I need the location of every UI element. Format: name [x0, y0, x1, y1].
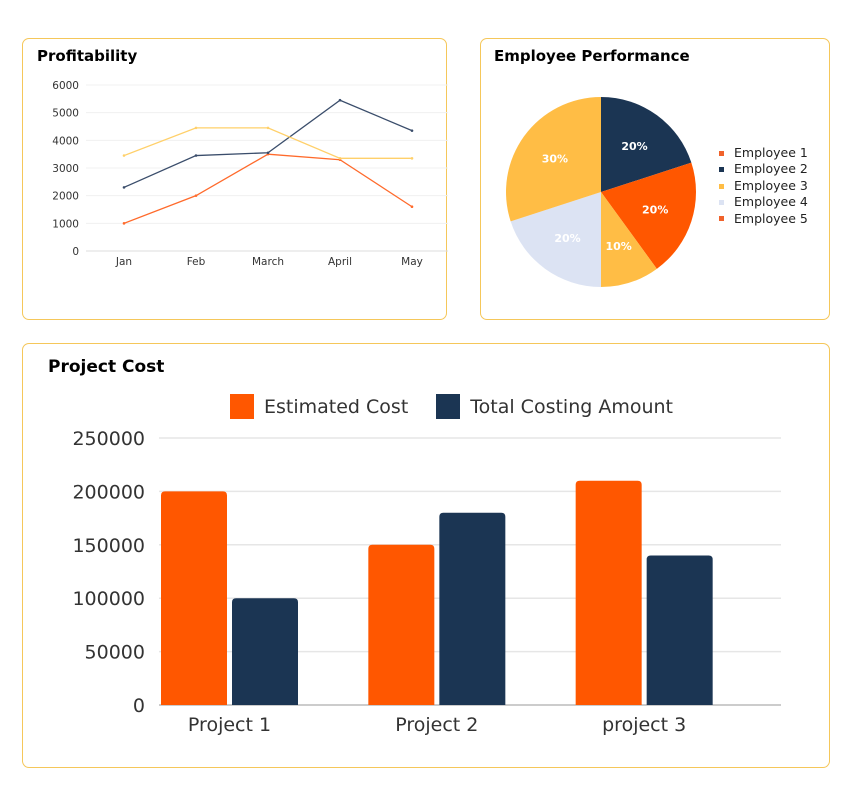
x-tick-label: Jan — [115, 256, 132, 268]
y-tick-label: 150000 — [72, 535, 145, 557]
x-tick-label: Project 1 — [188, 714, 271, 736]
bar — [575, 480, 642, 705]
bar-legend: Estimated Cost Total Costing Amount — [230, 394, 701, 419]
legend-swatch — [436, 394, 461, 419]
pie-slice — [601, 192, 657, 287]
bar — [646, 555, 713, 705]
data-point — [338, 157, 342, 160]
y-tick-label: 2000 — [52, 191, 79, 203]
y-tick-label: 200000 — [72, 481, 145, 503]
x-tick-label: April — [328, 256, 352, 268]
y-tick-label: 250000 — [72, 428, 145, 450]
legend-swatch — [719, 150, 724, 156]
project-cost-card: Project Cost Estimated Cost Total Costing… — [22, 343, 830, 768]
bar — [368, 544, 435, 705]
pie-legend: Employee 1 Employee 2 Employee 3 Employee 4… — [719, 145, 808, 227]
legend-label: Employee 5 — [734, 210, 808, 226]
legend-item: Employee 2 — [719, 161, 808, 177]
x-tick-label: Project 2 — [395, 714, 478, 736]
slice-label: 10% — [605, 240, 631, 253]
pie-slice — [601, 162, 696, 269]
bar — [439, 512, 506, 705]
employee-performance-pie-chart: 20% 20% 10% 20% 30% — [506, 97, 696, 287]
legend-label: Employee 2 — [734, 161, 808, 177]
slice-label: 20% — [642, 204, 668, 217]
slice-label: 30% — [542, 152, 568, 165]
legend-swatch — [719, 167, 724, 173]
data-point — [266, 126, 270, 130]
series-line — [123, 153, 413, 224]
data-point — [266, 151, 270, 155]
legend-label: Total Costing Amount — [470, 395, 674, 418]
bar — [161, 491, 227, 705]
pie-slice — [506, 97, 601, 222]
slice-label: 20% — [621, 140, 647, 153]
data-point — [194, 194, 198, 197]
legend-swatch — [230, 394, 254, 419]
employee-performance-title: Employee Performance — [494, 47, 690, 65]
x-tick-label: Feb — [187, 256, 206, 268]
y-tick-label: 1000 — [52, 218, 79, 230]
pie-slice — [601, 97, 692, 192]
legend-label: Employee 4 — [734, 194, 808, 210]
data-point — [122, 222, 126, 225]
project-cost-bar-chart: 0 50000 100000 150000 200000 250000 Project 1 P… — [72, 428, 781, 736]
legend-item: Estimated Cost — [230, 394, 408, 419]
legend-item: Employee 3 — [719, 178, 808, 194]
legend-item: Employee 5 — [719, 211, 808, 227]
data-point — [122, 186, 126, 189]
y-tick-label: 6000 — [52, 80, 79, 92]
data-point — [410, 129, 414, 132]
slice-label: 20% — [554, 232, 580, 245]
y-tick-label: 5000 — [52, 108, 79, 120]
data-point — [410, 157, 414, 160]
legend-swatch — [719, 216, 724, 222]
legend-label: Employee 3 — [734, 177, 808, 193]
legend-label: Employee 1 — [734, 145, 808, 160]
data-point — [338, 98, 342, 102]
y-tick-label: 0 — [133, 695, 145, 717]
data-point — [194, 154, 198, 157]
x-tick-label: March — [252, 256, 284, 268]
x-tick-label: project 3 — [602, 714, 686, 736]
legend-swatch — [719, 183, 724, 189]
data-point — [410, 205, 414, 209]
project-cost-title: Project Cost — [48, 357, 165, 377]
bar — [232, 598, 298, 705]
legend-item: Total Costing Amount — [436, 394, 673, 419]
data-point — [194, 126, 198, 130]
series-line — [123, 99, 413, 188]
y-tick-label: 4000 — [52, 135, 79, 147]
y-tick-label: 0 — [72, 246, 79, 258]
legend-swatch — [719, 199, 724, 205]
profitability-line-chart: 0 1000 2000 3000 4000 5000 6000 Jan Feb March Apri… — [52, 80, 448, 268]
legend-item: Employee 4 — [719, 194, 808, 210]
profitability-card: Profitability 0 1000 2000 3000 4000 5000 6000 J… — [22, 38, 448, 320]
profitability-title: Profitability — [37, 47, 138, 65]
x-tick-label: May — [401, 256, 423, 268]
y-tick-label: 50000 — [85, 642, 145, 664]
legend-item: Employee 1 — [719, 145, 808, 161]
y-tick-label: 3000 — [52, 163, 79, 175]
legend-label: Estimated Cost — [264, 395, 409, 418]
employee-performance-card: Employee Performance 20% 20% 10% 20% 30% Emp… — [480, 38, 830, 320]
pie-slice — [510, 192, 601, 287]
data-point — [122, 154, 126, 157]
y-tick-label: 100000 — [72, 588, 145, 610]
